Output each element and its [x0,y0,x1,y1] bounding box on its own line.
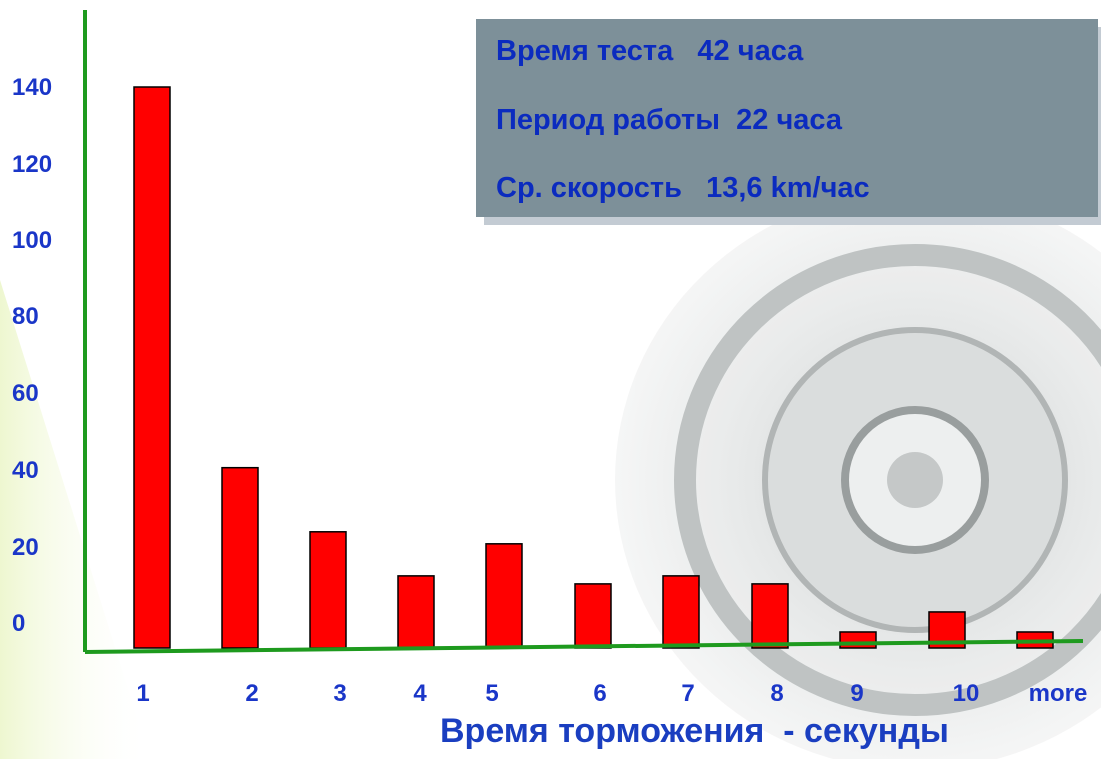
y-tick-label: 40 [12,457,39,484]
x-tick-labels: 1 2 3 4 5 6 7 8 9 10 more [136,680,1087,707]
x-tick-label: 6 [593,680,606,707]
y-tick-label: 20 [12,534,39,561]
brake-disc-illustration [615,190,1101,759]
x-tick-label: 9 [850,680,863,707]
x-tick-label: 5 [485,680,498,707]
x-axis-line [84,639,1084,654]
bar-8 [751,583,789,649]
x-tick-label: 8 [770,680,783,707]
y-tick-labels: 0 20 40 60 80 100 120 140 [12,74,52,637]
green-wedge-decoration [0,280,150,759]
average-speed-text: Ср. скорость 13,6 km/час [496,172,870,204]
x-tick-label: 2 [245,680,258,707]
x-tick-label: 7 [681,680,694,707]
y-tick-label: 100 [12,227,52,254]
x-tick-label: 1 [136,680,149,707]
test-time-text: Время теста 42 часа [496,35,804,67]
test-info-box: Время теста 42 часа Период работы 22 час… [476,19,1101,225]
x-axis-title: Время торможения - секунды [440,712,949,750]
bar-2 [221,466,259,649]
x-tick-label: 10 [953,680,980,707]
y-tick-label: 0 [12,610,25,637]
y-tick-label: 120 [12,151,52,178]
bars-group [133,86,1054,649]
info-box-panel: Время теста 42 часа Период работы 22 час… [476,19,1098,217]
x-tick-label: 3 [333,680,346,707]
bar-5 [485,543,523,649]
x-tick-label: more [1029,680,1088,707]
work-period-text: Период работы 22 часа [496,104,843,136]
y-tick-label: 140 [12,74,52,101]
bar-3 [309,531,347,649]
bar-1 [133,86,171,649]
bar-6 [574,583,612,649]
x-tick-label: 4 [413,680,427,707]
bar-4 [397,575,435,649]
bar-7 [662,575,700,649]
y-tick-label: 60 [12,380,39,407]
y-tick-label: 80 [12,303,39,330]
